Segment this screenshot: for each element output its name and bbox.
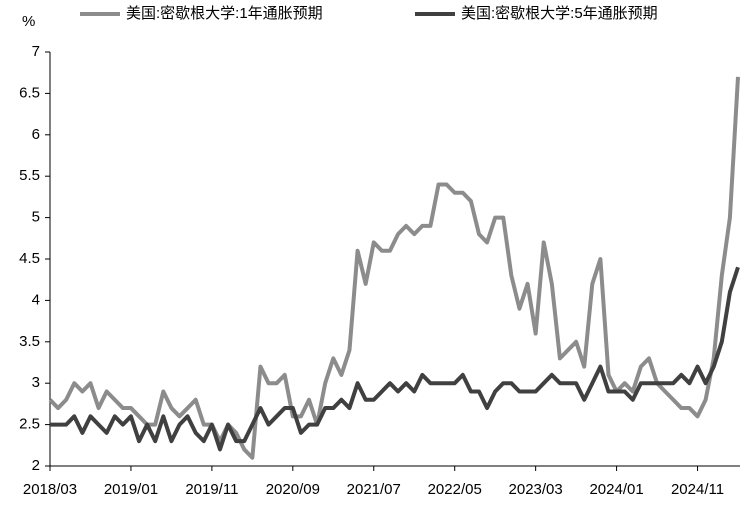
y-tick-label: 5 (32, 209, 40, 226)
y-tick-label: 3.5 (19, 333, 40, 350)
x-tick-label: 2020/09 (266, 481, 320, 498)
x-tick-label: 2018/03 (23, 481, 77, 498)
y-tick-label: 6 (32, 126, 40, 143)
x-tick-label: 2019/11 (185, 481, 238, 498)
y-tick-label: 3 (32, 374, 40, 391)
x-tick-label: 2022/05 (428, 481, 482, 498)
x-tick-label: 2023/03 (509, 481, 563, 498)
series-line (50, 266, 740, 452)
y-tick-label: 5.5 (19, 167, 40, 184)
y-tick-label: 2.5 (19, 416, 40, 433)
y-tick-label: 6.5 (19, 84, 40, 101)
y-tick-label: 4 (32, 291, 40, 308)
x-tick-label: 2021/07 (347, 481, 401, 498)
series-line (48, 76, 740, 460)
legend-label: 美国:密歇根大学:1年通胀预期 (126, 5, 323, 22)
x-tick-label: 2019/01 (104, 481, 158, 498)
y-tick-label: 7 (32, 43, 40, 60)
x-tick-label: 2024/01 (589, 481, 643, 498)
x-tick-label: 2024/11 (671, 481, 724, 498)
y-tick-label: 4.5 (19, 250, 40, 267)
legend-label: 美国:密歇根大学:5年通胀预期 (461, 5, 658, 22)
y-unit: % (22, 13, 35, 30)
y-tick-label: 2 (32, 457, 40, 474)
